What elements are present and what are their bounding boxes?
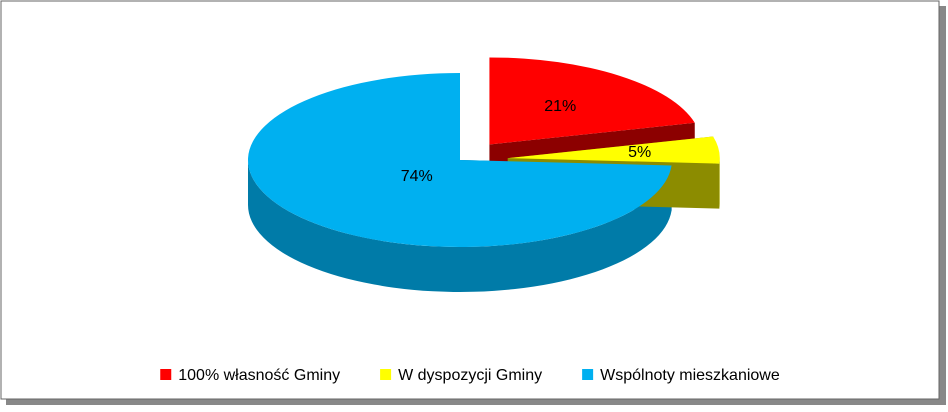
legend-label: W dyspozycji Gminy (398, 367, 542, 384)
legend-swatch (582, 369, 593, 380)
data-label: 74% (401, 168, 433, 185)
legend-swatch (380, 369, 391, 380)
data-label: 5% (628, 144, 651, 161)
legend-swatch (160, 369, 171, 380)
legend-label: Wspólnoty mieszkaniowe (600, 367, 780, 384)
legend-label: 100% własność Gminy (178, 367, 340, 384)
data-label: 21% (544, 98, 576, 115)
